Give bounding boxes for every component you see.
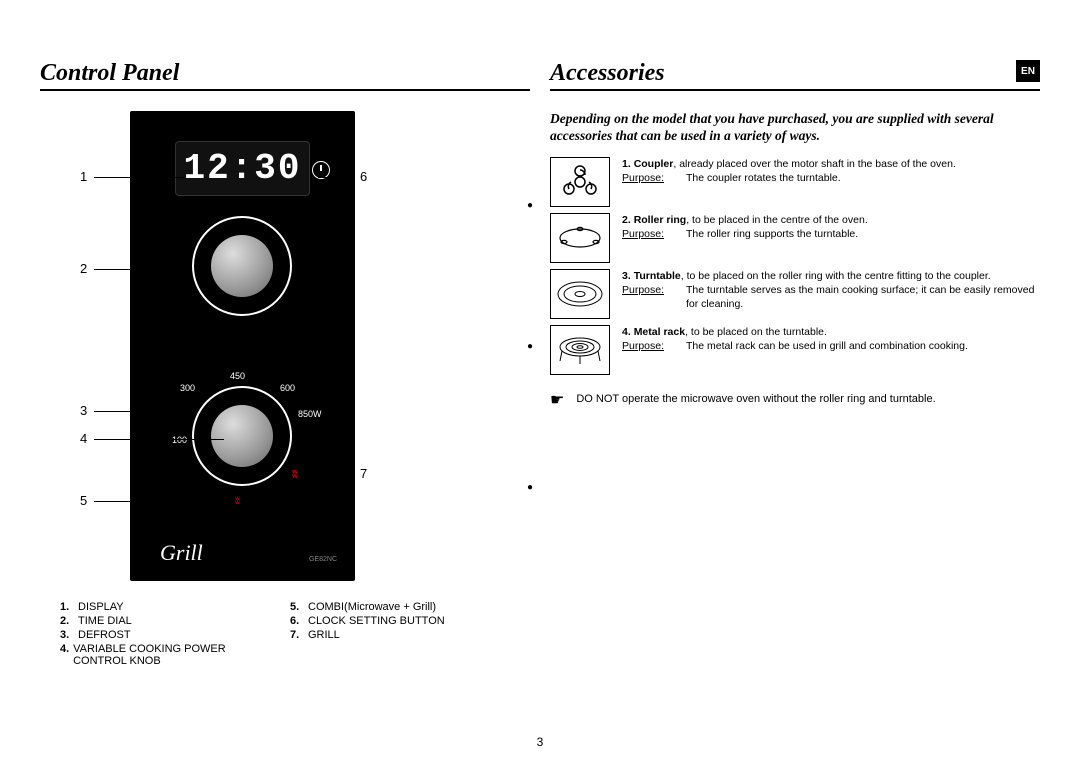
time-dial	[192, 216, 292, 316]
accessories-intro: Depending on the model that you have pur…	[550, 111, 1040, 145]
warning-note: ☛ DO NOT operate the microwave oven with…	[550, 393, 1040, 409]
legend: 1.DISPLAY 2.TIME DIAL 3.DEFROST 4.VARIAB…	[60, 601, 480, 669]
accessory-row: 1. Coupler, already placed over the moto…	[550, 157, 1040, 207]
callout-3: 3	[80, 403, 87, 418]
callout-7: 7	[360, 466, 367, 481]
coupler-icon	[550, 157, 610, 207]
note-text: DO NOT operate the microwave oven withou…	[576, 393, 935, 409]
display-digits: 12:30	[183, 148, 301, 189]
power-label-850: 850W	[298, 409, 322, 419]
power-dial	[192, 386, 292, 486]
metal-rack-icon	[550, 325, 610, 375]
accessory-row: 2. Roller ring, to be placed in the cent…	[550, 213, 1040, 263]
legend-item: 1.DISPLAY	[60, 601, 250, 613]
callout-1: 1	[80, 169, 87, 184]
callout-4: 4	[80, 431, 87, 446]
turntable-icon	[550, 269, 610, 319]
panel-figure: 12:30 100 300 450 600 850W ʬ ʬ Grill GE8…	[40, 111, 530, 651]
accessory-row: 4. Metal rack, to be placed on the turnt…	[550, 325, 1040, 375]
power-label-300: 300	[180, 383, 195, 393]
combi-symbol-icon: ʬ	[235, 496, 240, 507]
roller-ring-icon	[550, 213, 610, 263]
power-label-450: 450	[230, 371, 245, 381]
accessories-section: EN Accessories Depending on the model th…	[550, 60, 1040, 651]
power-label-600: 600	[280, 383, 295, 393]
accessory-row: 3. Turntable, to be placed on the roller…	[550, 269, 1040, 319]
section-title-accessories: Accessories	[550, 60, 1040, 91]
legend-item: 2.TIME DIAL	[60, 615, 250, 627]
microwave-panel: 12:30 100 300 450 600 850W ʬ ʬ Grill GE8…	[130, 111, 355, 581]
legend-item: 6.CLOCK SETTING BUTTON	[290, 615, 480, 627]
legend-item: 3.DEFROST	[60, 629, 250, 641]
language-badge: EN	[1016, 60, 1040, 82]
model-code: GE82NC	[309, 556, 337, 563]
legend-item: 7.GRILL	[290, 629, 480, 641]
fold-marks: ●●●	[527, 200, 533, 493]
callout-5: 5	[80, 493, 87, 508]
section-title-control: Control Panel	[40, 60, 530, 91]
time-display: 12:30	[175, 141, 310, 196]
page-number: 3	[537, 735, 544, 749]
pointer-icon: ☛	[550, 393, 564, 409]
callout-2: 2	[80, 261, 87, 276]
legend-item: 4.VARIABLE COOKING POWER CONTROL KNOB	[60, 643, 250, 667]
callout-6: 6	[360, 169, 367, 184]
legend-item: 5.COMBI(Microwave + Grill)	[290, 601, 480, 613]
power-label-100: 100	[172, 435, 187, 445]
control-panel-section: Control Panel 12:30 100 300 450 600 850W…	[40, 60, 530, 651]
grill-symbol-icon: ʬ	[292, 469, 298, 481]
grill-logo: Grill	[160, 540, 203, 566]
